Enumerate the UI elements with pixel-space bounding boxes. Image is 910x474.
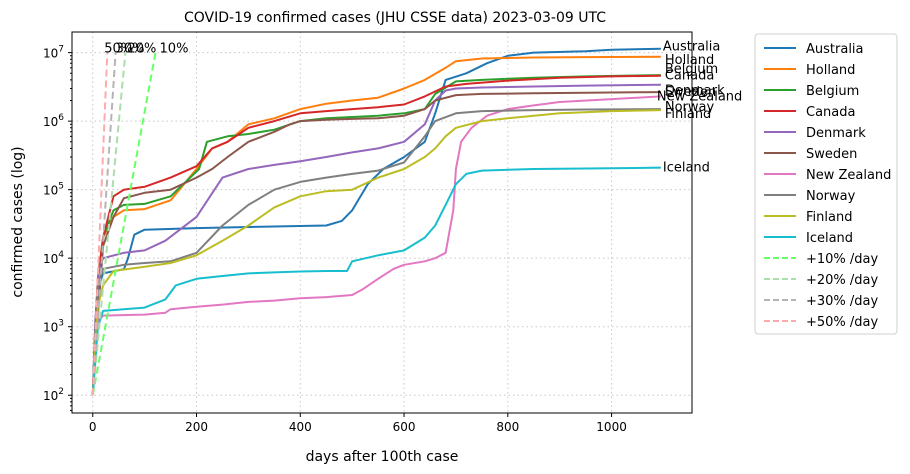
series-end-labels: AustraliaHollandBelgiumCanadaDenmarkSwed… (104, 40, 742, 176)
legend-label-13: +30% /day (806, 294, 879, 309)
x-tick-label: 600 (393, 420, 416, 434)
legend-label-12: +20% /day (806, 273, 879, 288)
legend-label-4: Canada (806, 105, 855, 120)
legend-frame (754, 33, 898, 335)
legend-label-7: New Zealand (806, 168, 891, 183)
series-end-label-6: Sweden (665, 85, 716, 100)
x-tick-label: 800 (496, 420, 519, 434)
y-axis-label: confirmed cases (log) (10, 146, 26, 297)
series-line-10 (91, 166, 661, 396)
series-lines (91, 47, 661, 396)
series-line-7 (91, 95, 661, 396)
series-line-6 (91, 91, 661, 396)
legend-label-11: +10% /day (806, 252, 879, 267)
y-tick-label: 106 (43, 113, 64, 129)
series-end-label-2: Holland (665, 53, 714, 68)
series-line-12 (91, 52, 127, 396)
series-line-9 (91, 109, 661, 396)
x-tick-label: 0 (89, 420, 97, 434)
legend-label-2: Holland (806, 63, 855, 78)
x-axis-label: days after 100th case (306, 449, 459, 465)
legend-label-9: Finland (806, 210, 852, 225)
series-end-label-4: Canada (665, 69, 714, 84)
legend-label-8: Norway (806, 189, 856, 204)
plot-area-frame (71, 31, 693, 414)
y-tick-label: 104 (43, 250, 64, 266)
chart-title: COVID-19 confirmed cases (JHU CSSE data)… (184, 10, 606, 26)
series-line-3 (91, 74, 661, 396)
legend-label-3: Belgium (806, 84, 859, 99)
series-line-5 (91, 83, 661, 396)
legend-label-14: +50% /day (806, 315, 879, 330)
x-tick-label: 1000 (596, 420, 627, 434)
gridlines (72, 32, 692, 413)
legend: Australia Holland Belgium Canada Denmark Swed… (754, 33, 898, 335)
x-tick-label: 400 (289, 420, 312, 434)
series-line-11 (91, 52, 157, 396)
series-line-8 (91, 108, 661, 396)
series-end-label-8: Norway (665, 100, 715, 115)
series-end-label-7: New Zealand (657, 89, 742, 104)
series-end-label-12: 20% (127, 42, 156, 57)
legend-label-1: Australia (806, 42, 864, 57)
series-end-label-13: 30% (116, 42, 145, 57)
series-line-13 (91, 52, 117, 396)
series-end-label-11: 10% (160, 42, 189, 57)
legend-label-10: Iceland (806, 231, 853, 246)
series-end-label-5: Denmark (665, 84, 725, 99)
series-line-14 (91, 52, 109, 396)
x-axis-ticks: 0 200 400 600 800 1000 (89, 413, 627, 434)
series-end-label-10: Iceland (663, 161, 710, 176)
y-axis-ticks: 102 103 104 105 106 107 (43, 45, 72, 411)
y-tick-label: 107 (43, 45, 64, 61)
y-tick-label: 103 (43, 319, 64, 335)
x-tick-label: 200 (185, 420, 208, 434)
series-end-label-9: Finland (665, 107, 711, 122)
series-end-label-14: 50% (104, 42, 133, 57)
y-tick-label: 105 (43, 182, 64, 198)
legend-label-5: Denmark (806, 126, 866, 141)
series-line-4 (91, 74, 661, 396)
y-tick-label: 102 (43, 387, 64, 403)
legend-label-6: Sweden (806, 147, 857, 162)
